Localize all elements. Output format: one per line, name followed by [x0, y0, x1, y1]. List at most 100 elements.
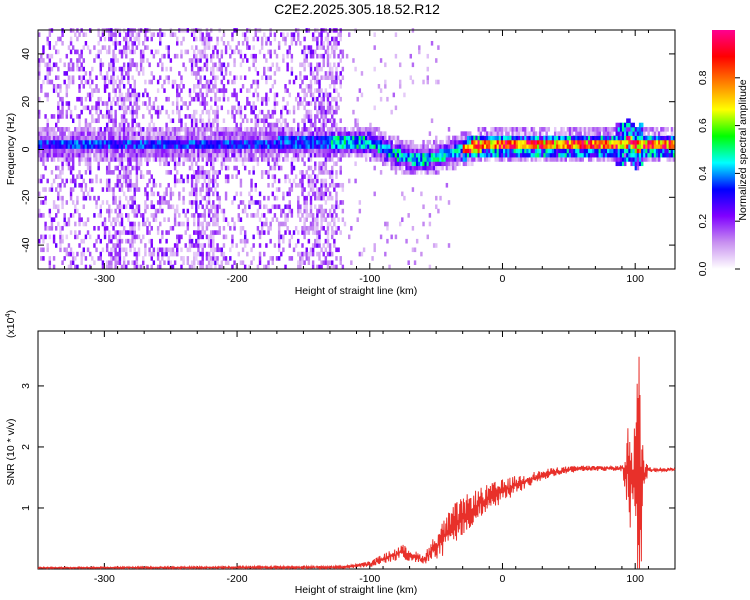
spectrogram-cell [120, 144, 124, 149]
spectrogram-cell [316, 178, 319, 184]
spectrogram-cell [146, 139, 149, 145]
spectrogram-cell [556, 148, 559, 154]
spectrogram-cell [392, 148, 396, 154]
spectrogram-cell [479, 157, 483, 162]
spectrogram-cell [356, 152, 359, 158]
spectrogram-cell [190, 174, 194, 179]
spectrogram-cell [328, 213, 332, 218]
spectrogram-cell [301, 225, 304, 231]
spectrogram-cell [42, 49, 45, 55]
spectrogram-cell [65, 247, 69, 253]
spectrogram-cell [69, 170, 73, 175]
spectrogram-cell [311, 217, 315, 222]
spectrogram-cell [250, 200, 253, 205]
spectrogram-cell [114, 195, 117, 201]
spectrogram-cell [193, 157, 196, 162]
spectrogram-cell [116, 178, 119, 184]
spectrogram-cell [267, 182, 270, 188]
spectrogram-cell [63, 221, 66, 227]
spectrogram-cell [405, 148, 408, 154]
spectrogram-cell [233, 88, 236, 93]
spectrogram-cell [379, 234, 383, 240]
spectrogram-cell [122, 135, 126, 141]
spectrogram-cell [415, 148, 419, 154]
spectrogram-cell [133, 260, 136, 265]
spectrogram-cell [69, 165, 73, 171]
spectrogram-cell [311, 182, 315, 188]
spectrogram-cell [267, 225, 270, 231]
spectrogram-cell [562, 152, 565, 158]
spectrogram-cell [80, 152, 83, 158]
spectrogram-cell [59, 109, 62, 115]
spectrogram-cell [320, 66, 323, 72]
spectrogram-cell [148, 62, 151, 68]
spectrogram-cell [226, 109, 230, 115]
spectrogram-cell [57, 84, 60, 89]
spectrogram-cell [290, 144, 294, 149]
spectrogram-cell [48, 225, 52, 231]
spectrogram-cell [615, 135, 618, 141]
spectrogram-cell [447, 200, 451, 205]
spectrogram-cell [144, 157, 147, 162]
spectrogram-cell [254, 79, 257, 85]
spectrogram-cell [551, 135, 555, 141]
spectrogram-cell [343, 139, 347, 145]
spectrogram-cell [173, 165, 177, 171]
spectrogram-cell [369, 135, 372, 141]
spectrogram-cell [305, 92, 308, 98]
spectrogram-cell [609, 127, 612, 132]
spectrogram-cell [471, 135, 474, 141]
spectrogram-cell [411, 225, 415, 231]
spectrogram-cell [159, 195, 162, 201]
spectrogram-cell [316, 230, 319, 235]
spectrogram-cell [384, 84, 387, 89]
spectrogram-cell [418, 148, 421, 154]
spectrogram-cell [373, 105, 376, 111]
spectrogram-cell [127, 174, 130, 179]
spectrogram-cell [328, 191, 332, 197]
spectrogram-cell [59, 148, 62, 154]
spectrogram-cell [216, 208, 219, 214]
spectrogram-cell [226, 260, 230, 265]
spectrogram-cell [369, 127, 372, 132]
spectrogram-cell [275, 256, 279, 261]
spectrogram-cell [57, 109, 60, 115]
spectrogram-cell [193, 96, 196, 102]
spectrogram-cell [127, 32, 130, 37]
spectrogram-cell [403, 161, 406, 167]
spectrogram-cell [297, 127, 300, 132]
spectrogram-cell [237, 139, 241, 145]
spectrogram-cell [350, 260, 353, 265]
spectrogram-cell [263, 157, 266, 162]
spectrogram-cell [176, 178, 179, 184]
spectrogram-cell [528, 131, 531, 136]
spectrogram-cell [137, 36, 141, 42]
spectrogram-cell [392, 157, 396, 162]
spectrogram-cell [252, 105, 255, 111]
spectrogram-cell [148, 96, 151, 102]
spectrogram-cell [269, 139, 272, 145]
spectrogram-cell [214, 139, 217, 145]
spectrogram-cell [528, 152, 531, 158]
spectrogram-cell [59, 58, 62, 63]
spectrogram-cell [103, 225, 107, 231]
spectrogram-cell [218, 131, 221, 136]
spectrogram-cell [311, 32, 315, 37]
spectrogram-cell [284, 152, 287, 158]
spectrogram-cell [169, 66, 173, 72]
spectrogram-cell [57, 49, 60, 55]
spectrogram-cell [173, 144, 177, 149]
spectrogram-cell [122, 105, 126, 111]
spectrogram-cell [178, 144, 181, 149]
spectrogram-cell [163, 217, 166, 222]
spectrogram-cell [628, 144, 631, 149]
spectrogram-cell [195, 170, 198, 175]
spectrogram-cell [220, 131, 224, 136]
spectrogram-cell [309, 66, 313, 72]
spectrogram-cell [95, 152, 98, 158]
spectrogram-cell [515, 139, 519, 145]
spectrogram-cell [61, 260, 64, 265]
spectrogram-cell [91, 114, 94, 119]
spectrogram-cell [67, 165, 71, 171]
spectrogram-cell [114, 157, 117, 162]
